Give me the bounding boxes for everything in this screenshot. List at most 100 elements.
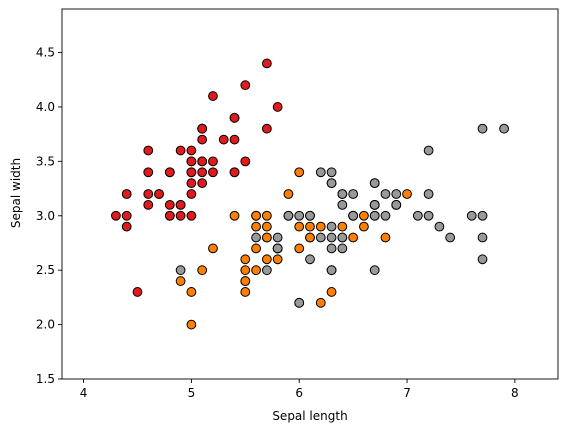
data-point [477,210,488,221]
data-point [175,199,186,210]
data-point [305,221,315,232]
data-point [326,167,337,178]
data-point [175,265,186,276]
data-point [359,210,369,221]
data-point [315,221,326,232]
y-tick-label: 3.5 [36,154,55,168]
data-point [326,232,337,243]
data-point [369,199,380,210]
data-point [402,189,412,199]
data-point [251,232,261,243]
data-point [261,58,272,69]
data-point [143,145,154,156]
data-point [445,232,456,243]
data-point [337,243,348,254]
x-tick-label: 8 [511,386,519,400]
data-point [186,167,197,178]
data-point [143,199,154,210]
y-tick-label: 1.5 [36,372,55,386]
data-point [391,189,402,199]
data-point [261,265,272,276]
data-point [477,254,488,265]
data-point [240,287,251,297]
data-point [251,221,261,232]
data-point [337,221,348,232]
data-point [240,80,251,91]
data-point [315,167,326,178]
data-point [261,254,272,265]
data-point [326,243,337,254]
data-point [434,221,445,232]
data-point [423,210,434,221]
data-point [240,254,251,265]
data-point [186,287,197,297]
data-point [197,178,208,189]
data-point [423,189,434,199]
y-tick-label: 3.0 [36,209,55,223]
data-point [272,243,283,254]
data-point [283,189,294,199]
data-point [261,232,272,243]
x-axis-label: Sepal length [272,409,347,423]
data-point [208,167,218,178]
data-point [143,189,154,199]
data-point [315,297,326,308]
data-point [305,232,315,243]
data-point [229,167,240,178]
data-point [272,254,283,265]
x-tick-label: 6 [295,386,303,400]
y-tick-label: 2.0 [36,318,55,332]
data-point [294,167,305,178]
data-point [294,243,305,254]
data-point [412,210,423,221]
data-point [251,243,261,254]
data-point [369,210,380,221]
data-point [197,123,208,134]
data-point [121,221,132,232]
data-point [477,232,488,243]
data-point [337,199,348,210]
data-point [369,265,380,276]
data-point [305,210,315,221]
data-point [380,189,391,199]
data-point [164,210,175,221]
data-point [121,210,132,221]
data-point [261,123,272,134]
data-point [218,134,229,145]
data-point [154,189,164,199]
y-tick-label: 4.0 [36,100,55,114]
data-point [175,276,186,286]
x-tick-label: 4 [80,386,88,400]
data-point [164,199,175,210]
data-point [294,221,305,232]
data-point [326,178,337,189]
data-point [337,232,348,243]
x-tick-label: 7 [403,386,411,400]
y-tick-label: 4.5 [36,46,55,60]
data-point [359,221,369,232]
data-point [261,210,272,221]
data-point [197,134,208,145]
data-point [186,319,197,330]
data-point [380,232,391,243]
data-point [348,210,359,221]
data-point [229,210,240,221]
data-point [121,189,132,199]
data-point [197,167,208,178]
data-point [186,145,197,156]
data-point [186,178,197,189]
data-point [175,145,186,156]
data-point [111,210,121,221]
data-point [175,210,186,221]
data-point [294,210,305,221]
data-point [251,265,261,276]
data-point [315,232,326,243]
data-point [305,254,315,265]
data-point [251,210,261,221]
data-point [240,265,251,276]
data-point [348,232,359,243]
y-axis-label: Sepal width [9,158,23,228]
data-point [337,189,348,199]
